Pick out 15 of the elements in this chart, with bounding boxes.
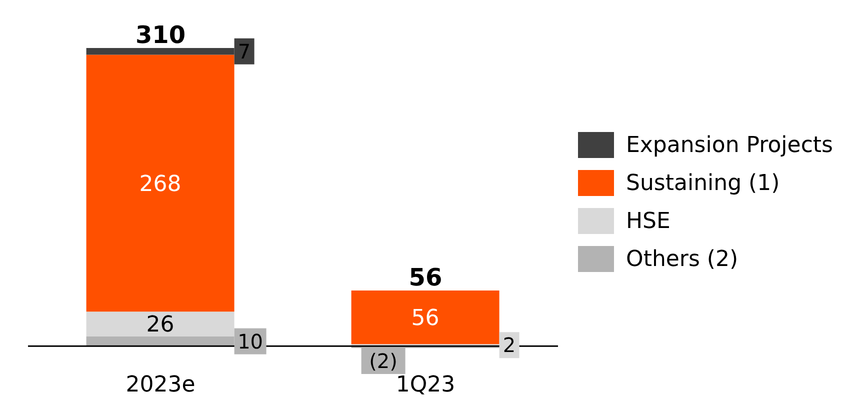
total-label: 310	[135, 21, 186, 49]
data-label: 7	[238, 39, 251, 64]
data-label: 56	[411, 306, 440, 332]
x-tick-label: 1Q23	[396, 372, 456, 398]
data-label: 26	[146, 312, 174, 338]
total-label: 56	[408, 263, 442, 292]
legend-label: Expansion Projects	[626, 132, 834, 158]
data-label: 2	[502, 333, 516, 358]
data-label: 10	[238, 329, 264, 354]
legend-label: Sustaining (1)	[626, 170, 780, 196]
data-label: (2)	[369, 349, 398, 373]
data-label: 268	[139, 172, 182, 197]
legend-label: Others (2)	[626, 246, 738, 272]
legend-label: HSE	[626, 208, 670, 234]
x-tick-label: 2023e	[126, 372, 196, 398]
